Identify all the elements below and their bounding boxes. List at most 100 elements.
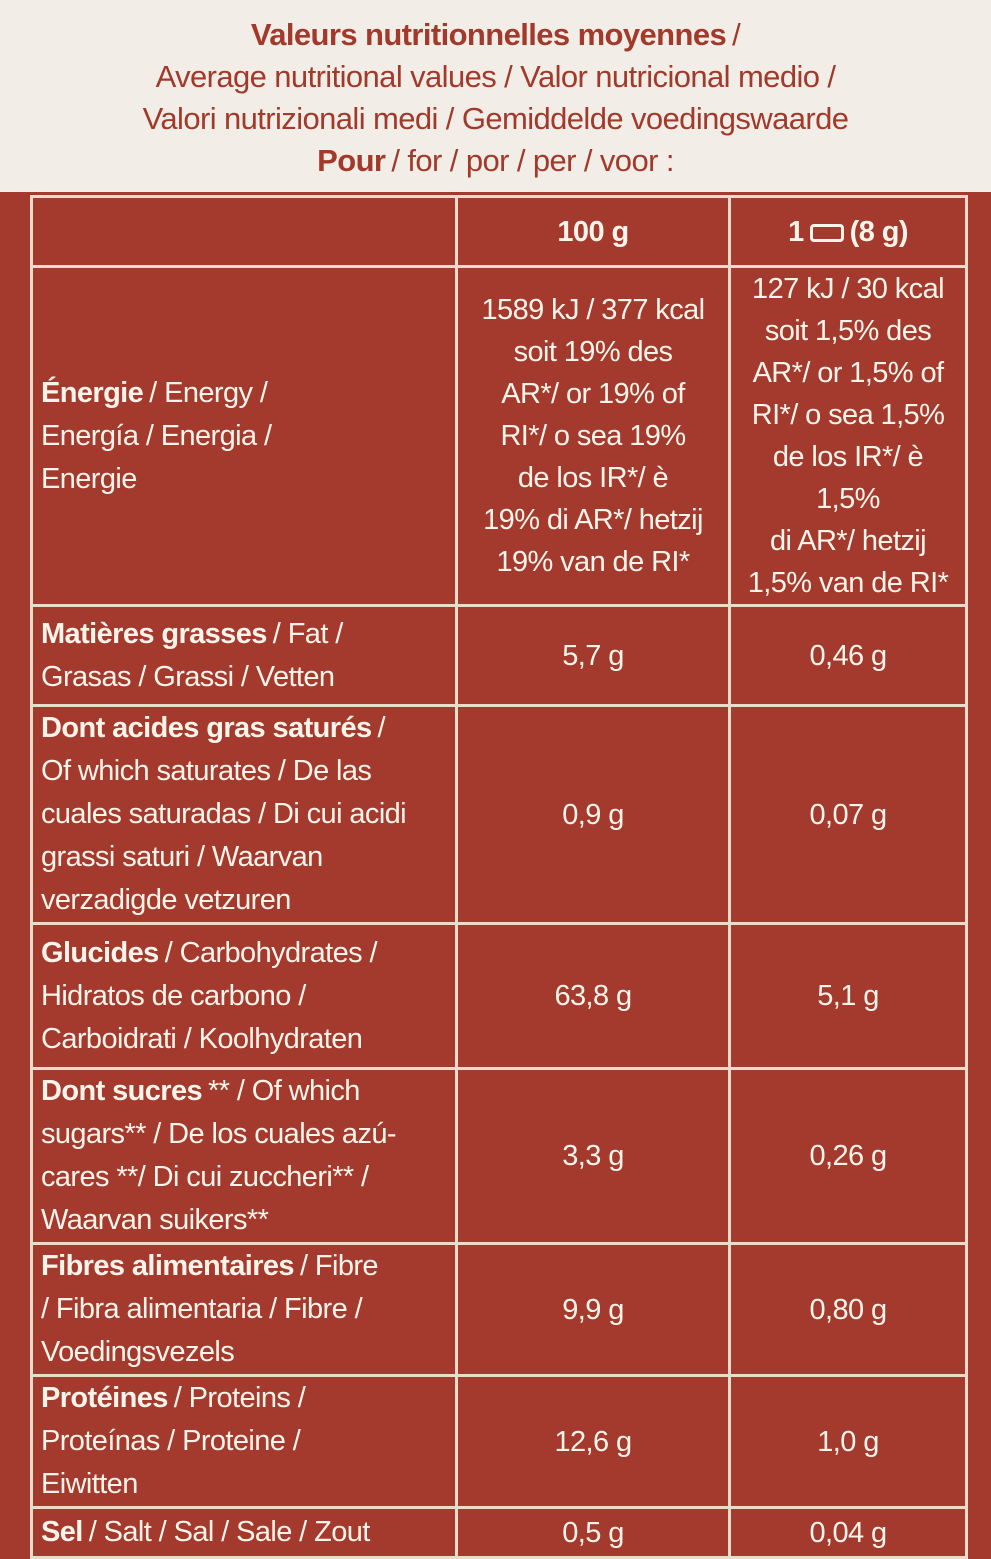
nutrient-label: Glucides / Carbohydrates / Hidratos de car… <box>30 922 458 1070</box>
value-line: 0,04 g <box>809 1516 887 1549</box>
label-line: Matières grasses / Fat / <box>41 613 447 656</box>
label-bold: Protéines <box>41 1382 168 1414</box>
nutrient-label: Protéines / Proteins / Proteínas / Protein… <box>30 1374 458 1509</box>
header-bold: Pour <box>317 143 386 178</box>
nutrient-row: Énergie / Energy / Energía / Energia / Ener… <box>30 265 968 607</box>
label-text: cares **/ Di cui zuccheri** / <box>41 1161 369 1193</box>
value-line: 127 kJ / 30 kcal <box>752 273 945 305</box>
header-text: / <box>732 17 741 52</box>
label-text: sugars** / De los cuales azú- <box>41 1118 397 1150</box>
value-line: 0,9 g <box>562 798 624 831</box>
label-text: / Fat / <box>272 617 344 650</box>
label-line: cares **/ Di cui zuccheri** / <box>41 1156 447 1199</box>
value-line: 0,80 g <box>809 1293 887 1326</box>
label-text: Energie <box>41 462 137 495</box>
label-text: / <box>377 712 386 744</box>
nutrient-row: Protéines / Proteins / Proteínas / Protein… <box>30 1374 968 1509</box>
value-line: 19% van de RI* <box>496 546 690 578</box>
label-text: ** / Of which <box>208 1075 360 1107</box>
nutrient-label: Sel / Salt / Sal / Sale / Zout <box>30 1506 458 1559</box>
nutrient-value: 63,8 g <box>455 922 731 1070</box>
value-line: 1589 kJ / 377 kcal <box>481 294 706 326</box>
nutrient-value: 5,1 g <box>728 922 968 1070</box>
label-bold: Énergie <box>41 376 144 409</box>
nutrient-value: 9,9 g <box>455 1242 731 1377</box>
label-text: / Energy / <box>149 376 268 409</box>
nutrient-value: 1589 kJ / 377 kcal soit 19% des AR*/ or 19… <box>455 265 731 607</box>
label-text: Carboidrati / Koolhydraten <box>41 1022 363 1055</box>
nutrient-value: 0,07 g <box>728 704 968 925</box>
value-line: RI*/ o sea 19% <box>500 420 686 452</box>
header-line: Pour / for / por / per / voor : <box>0 140 991 182</box>
label-line: Sel / Salt / Sal / Sale / Zout <box>41 1511 447 1554</box>
value-line: 19% di AR*/ hetzij <box>483 504 703 536</box>
value-line: soit 19% des <box>513 336 673 368</box>
nutrient-label: Dont acides gras saturés / Of which satura… <box>30 704 458 925</box>
label-text: Waarvan suikers** <box>41 1204 269 1236</box>
label-text: Proteínas / Proteine / <box>41 1425 301 1457</box>
label-line: Energía / Energia / <box>41 415 447 458</box>
label-line: Fibres alimentaires / Fibre <box>41 1245 447 1288</box>
label-line: Energie <box>41 458 447 501</box>
header-text: / for / por / per / voor : <box>391 143 674 178</box>
label-line: Voedingsvezels <box>41 1331 447 1374</box>
value-line: 5,7 g <box>562 639 624 672</box>
empty-cell <box>30 195 458 268</box>
header-line: Average nutritional values / Valor nutri… <box>0 56 991 98</box>
column-label: 1 <box>788 215 804 248</box>
column-header: 1 (8 g) <box>728 195 968 268</box>
nutrient-row: Sel / Salt / Sal / Sale / Zout 0,5 g 0,04 g <box>30 1506 968 1559</box>
label-line: Eiwitten <box>41 1463 447 1506</box>
nutrient-value: 127 kJ / 30 kcal soit 1,5% des AR*/ or 1,5… <box>728 265 968 607</box>
label-text: / Proteins / <box>173 1382 306 1414</box>
nutrient-value: 3,3 g <box>455 1067 731 1245</box>
label-line: Waarvan suikers** <box>41 1199 447 1242</box>
nutrient-label: Fibres alimentaires / Fibre / Fibra alimen… <box>30 1242 458 1377</box>
nutrient-value: 0,80 g <box>728 1242 968 1377</box>
nutrient-label: Matières grasses / Fat / Grasas / Grassi /… <box>30 604 458 707</box>
header: Valeurs nutritionnelles moyennes / Average… <box>0 0 991 192</box>
label-text: Grasas / Grassi / Vetten <box>41 660 335 693</box>
label-bold: Dont sucres <box>41 1075 203 1107</box>
label-text: / Fibre <box>299 1250 379 1282</box>
label-bold: Fibres alimentaires <box>41 1250 295 1282</box>
value-line: de los IR*/ è 1,5% <box>772 441 924 515</box>
label-text: Voedingsvezels <box>41 1336 235 1368</box>
nutrient-label: Énergie / Energy / Energía / Energia / Ener… <box>30 265 458 607</box>
nutrient-row: Glucides / Carbohydrates / Hidratos de car… <box>30 922 968 1070</box>
label-text: Of which saturates / De las <box>41 755 372 787</box>
label-line: Hidratos de carbono / <box>41 975 447 1018</box>
nutrient-value: 0,5 g <box>455 1506 731 1559</box>
label-bold: Glucides <box>41 936 159 969</box>
label-text: / Fibra alimentaria / Fibre / <box>41 1293 363 1325</box>
portion-icon <box>809 223 844 242</box>
label-line: grassi saturi / Waarvan <box>41 836 447 879</box>
value-line: 5,1 g <box>817 980 879 1012</box>
nutrient-value: 0,04 g <box>728 1506 968 1559</box>
label-line: Protéines / Proteins / <box>41 1377 447 1420</box>
value-line: soit 1,5% des <box>764 315 932 347</box>
label-text: / Carbohydrates / <box>164 936 378 969</box>
label-line: Carboidrati / Koolhydraten <box>41 1018 447 1061</box>
nutrient-label: Dont sucres ** / Of which sugars** / De lo… <box>30 1067 458 1245</box>
value-line: 9,9 g <box>562 1293 624 1326</box>
nutrient-row: Fibres alimentaires / Fibre / Fibra alimen… <box>30 1242 968 1377</box>
header-line: Valori nutrizionali medi / Gemiddelde vo… <box>0 98 991 140</box>
value-line: AR*/ or 19% of <box>501 378 685 410</box>
label-text: Energía / Energia / <box>41 419 272 452</box>
value-line: 63,8 g <box>554 980 632 1012</box>
nutrition-table: 100 g 1 (8 g) Énergie / Energy / Energía / En… <box>30 195 968 1559</box>
header-line: Valeurs nutritionnelles moyennes / <box>0 14 991 56</box>
value-line: 1,5% van de RI* <box>747 567 949 599</box>
label-line: cuales saturadas / Di cui acidi <box>41 793 447 836</box>
value-line: 1,0 g <box>817 1425 879 1458</box>
value-line: de los IR*/ è <box>517 462 669 494</box>
column-label: 100 g <box>557 215 629 248</box>
label-line: Of which saturates / De las <box>41 750 447 793</box>
nutrient-value: 0,9 g <box>455 704 731 925</box>
label-text: Hidratos de carbono / <box>41 979 306 1012</box>
nutrient-value: 12,6 g <box>455 1374 731 1509</box>
label-text: cuales saturadas / Di cui acidi <box>41 798 407 830</box>
value-line: 0,5 g <box>562 1516 624 1549</box>
